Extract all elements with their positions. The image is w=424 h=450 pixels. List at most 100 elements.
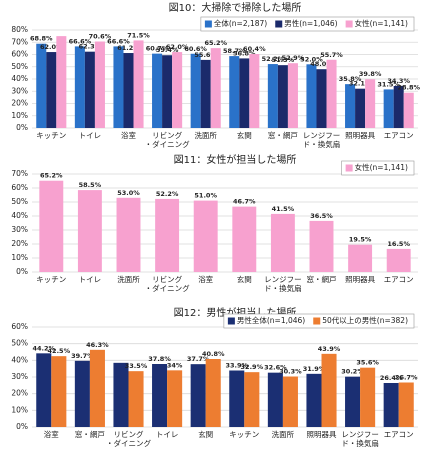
bar [403, 92, 414, 128]
x-tick-label: 窓・網戸 [268, 130, 298, 140]
value-label: 51.3% [272, 56, 295, 64]
x-tick-label: キッチン [36, 131, 66, 140]
bar [152, 364, 168, 427]
bar [393, 85, 404, 128]
bar [270, 213, 295, 272]
chart-title: 図11：女性が担当した場所 [174, 153, 297, 166]
legend-label: 男性(n=1,046) [284, 18, 337, 28]
value-label: 52.9% [282, 54, 305, 62]
legend-swatch [313, 317, 321, 325]
x-tick-label: レンジフード・換気扇 [303, 131, 341, 149]
value-label: 39.7% [71, 352, 94, 360]
x-tick-label: 窓・網戸 [307, 274, 337, 284]
value-label: 34% [167, 361, 183, 369]
value-label: 31.5% [377, 80, 400, 88]
value-label: 56.8% [233, 49, 256, 57]
x-tick-label: リビング・ダイニング [145, 274, 190, 293]
y-tick-label: 10% [11, 111, 28, 120]
y-tick-label: 20% [11, 99, 28, 108]
bar [365, 79, 376, 128]
bar [89, 349, 105, 427]
bar [190, 364, 206, 427]
legend-swatch [204, 20, 212, 28]
value-label: 62.0% [40, 43, 63, 51]
value-label: 32.9% [241, 363, 264, 371]
y-tick-label: 20% [11, 239, 28, 248]
legend-box [200, 16, 415, 32]
value-label: 51.0% [194, 192, 217, 200]
value-label: 68.8% [30, 35, 53, 43]
value-label: 33.5% [125, 362, 148, 370]
bar [123, 53, 134, 128]
x-tick-label: エアコン [384, 275, 414, 284]
bar [167, 370, 183, 427]
value-label: 66.6% [69, 37, 92, 45]
value-label: 62.0% [166, 43, 189, 51]
bar [345, 376, 361, 427]
bar [193, 200, 218, 272]
legend-swatch [275, 20, 283, 28]
value-label: 43.9% [318, 345, 341, 353]
chart-title: 図10：大掃除で掃除した場所 [169, 1, 302, 14]
value-label: 37.7% [187, 355, 210, 363]
x-tick-label: トイレ [79, 131, 102, 140]
bar [282, 376, 298, 427]
bar [162, 55, 173, 128]
y-tick-label: 60% [11, 183, 28, 192]
value-label: 66.6% [107, 37, 130, 45]
y-tick-label: 60% [11, 322, 28, 331]
x-tick-label: キッチン [229, 430, 259, 439]
value-label: 30.2% [341, 368, 364, 376]
bar [128, 371, 144, 427]
x-tick-label: レンジフード・換気扇 [264, 275, 302, 293]
legend-swatch [345, 20, 353, 28]
value-label: 30.3% [279, 368, 302, 376]
bar [133, 40, 144, 128]
bar [267, 372, 283, 427]
value-label: 62.3% [79, 43, 102, 51]
bar [383, 89, 394, 128]
value-label: 58.5% [79, 181, 102, 189]
bar [190, 53, 201, 128]
bar [36, 353, 52, 427]
x-tick-label: 玄関 [237, 130, 252, 140]
bar [200, 59, 211, 128]
value-label: 34.3% [387, 77, 410, 85]
y-tick-label: 20% [11, 389, 28, 398]
x-tick-label: 照明器具 [345, 275, 375, 284]
bar [116, 197, 141, 272]
value-label: 58.7% [223, 47, 246, 55]
value-label: 37.8% [148, 355, 171, 363]
x-tick-label: トイレ [79, 275, 102, 284]
bar [51, 356, 67, 427]
y-tick-label: 50% [11, 339, 28, 348]
value-label: 55.6% [194, 51, 217, 59]
x-tick-label: トイレ [156, 430, 179, 439]
value-label: 35.6% [356, 359, 379, 367]
value-label: 46.7% [233, 198, 256, 206]
y-tick-label: 30% [11, 372, 28, 381]
value-label: 59.4% [156, 46, 179, 54]
y-tick-label: 0% [16, 422, 28, 431]
value-label: 55.7% [320, 51, 343, 59]
x-tick-label: キッチン [36, 275, 66, 284]
value-label: 31.9% [303, 365, 326, 373]
legend-label: 50代以上の男性(n=382) [322, 315, 408, 325]
x-tick-label: 浴室 [121, 130, 136, 140]
x-tick-label: リビング・ダイニング [145, 130, 190, 149]
y-tick-label: 70% [11, 169, 28, 178]
value-label: 61.2% [117, 44, 140, 52]
bar [77, 190, 102, 272]
value-label: 46.3% [86, 341, 109, 349]
bar [386, 248, 411, 272]
y-tick-label: 0% [16, 123, 28, 132]
legend-label: 全体(n=2,187) [214, 18, 267, 28]
value-label: 42.5% [48, 347, 71, 355]
y-tick-label: 40% [11, 74, 28, 83]
value-label: 32.6% [264, 364, 287, 372]
x-tick-label: 洗面所 [272, 429, 295, 439]
value-label: 28.8% [397, 84, 420, 92]
bar [326, 59, 337, 128]
bar [316, 69, 327, 128]
